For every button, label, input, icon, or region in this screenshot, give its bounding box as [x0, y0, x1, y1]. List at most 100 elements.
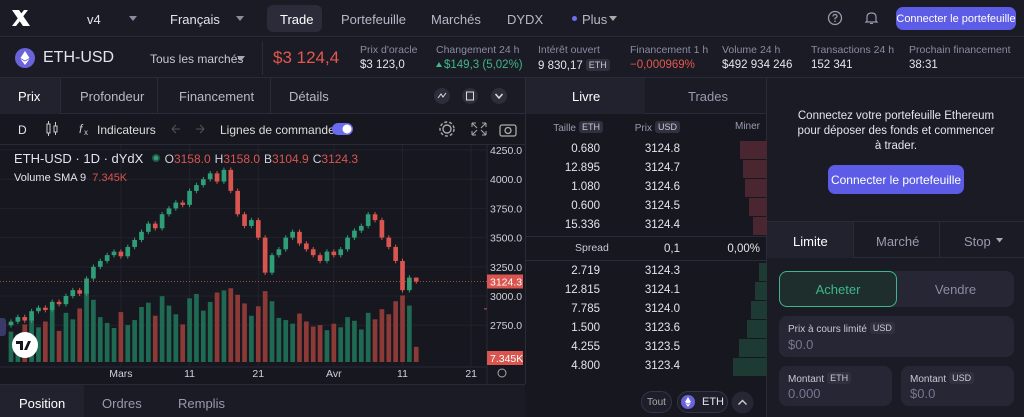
buy-button[interactable]: Acheter — [779, 271, 897, 307]
sep: · — [99, 151, 112, 166]
bottom-tab[interactable]: Position — [19, 396, 66, 411]
candle-body — [42, 307, 48, 311]
logo — [12, 10, 30, 26]
divider — [525, 78, 526, 384]
price: 3124.6 — [644, 181, 680, 193]
candle-type-icon[interactable] — [44, 120, 60, 138]
y-tick-label: 3000.0 — [490, 291, 522, 303]
chart-view-icons[interactable] — [432, 86, 517, 106]
candle-body — [159, 214, 165, 229]
filter-all[interactable]: Tout — [641, 391, 672, 413]
price: 3123.4 — [644, 360, 680, 372]
candle-body — [194, 185, 199, 191]
chart-tab[interactable]: Financement — [179, 89, 255, 104]
volume-label: Volume SMA 9 — [14, 172, 87, 184]
stat-value: 152 341 — [811, 59, 853, 71]
connect-wallet-button[interactable]: Connecter le portefeuille — [896, 7, 1016, 30]
undo-redo[interactable] — [168, 122, 208, 136]
limit-price-input[interactable] — [779, 316, 1014, 357]
volume-bar — [290, 323, 295, 362]
candle-body — [262, 237, 268, 273]
volume-bar — [352, 320, 357, 362]
indicators-button[interactable]: Indicateurs — [97, 123, 156, 137]
candle-body — [70, 290, 76, 297]
size: 12.815 — [564, 284, 600, 296]
candle-body — [146, 223, 151, 232]
caret — [237, 56, 245, 61]
connect-wallet-button[interactable]: Connecter le portefeuille — [828, 165, 964, 194]
ohlc-legend: O3158.0 H3158.0 B3104.9 C3124.3 — [165, 152, 359, 166]
interval-select[interactable]: D — [18, 123, 27, 137]
volume-bar — [42, 321, 48, 362]
size: 4.255 — [571, 341, 600, 353]
volume-bar — [242, 303, 247, 362]
nav-tab[interactable]: Trade — [280, 12, 314, 27]
settings-icon[interactable] — [497, 368, 507, 378]
chart-toolbar — [0, 114, 525, 145]
stat-label: Prix d'oracle — [360, 44, 418, 56]
tab-divider — [853, 222, 854, 258]
volume-bar — [379, 309, 385, 362]
all-markets[interactable]: Tous les marchés — [150, 52, 244, 66]
price: 3123.5 — [644, 341, 680, 353]
chart-tab[interactable]: Profondeur — [80, 89, 145, 104]
volume-bar — [125, 325, 131, 362]
size: 1.080 — [571, 181, 600, 193]
order-type-tab[interactable]: Marché — [876, 234, 920, 249]
nav-tab[interactable]: DYDX — [507, 12, 544, 27]
chart-tools[interactable] — [438, 120, 518, 138]
bottom-tab[interactable]: Ordres — [102, 396, 142, 411]
order-type-tab[interactable]: Stop — [964, 234, 991, 249]
book-tab[interactable]: Livre — [572, 89, 601, 104]
book-header: Taille ETH — [553, 121, 603, 134]
volume-bar — [358, 329, 364, 362]
nav-tab[interactable]: Marchés — [431, 12, 481, 27]
chart-tab[interactable]: Prix — [18, 89, 41, 104]
side-handle[interactable] — [0, 318, 6, 336]
caret — [236, 16, 244, 21]
candle-body — [49, 301, 55, 311]
nav-tab[interactable]: Plus — [582, 12, 608, 27]
volume-bar — [194, 294, 199, 362]
candle-body — [242, 214, 247, 226]
nav-tab[interactable]: Portefeuille — [341, 12, 407, 27]
unit-badge: USD — [654, 121, 680, 133]
price: 3124.4 — [644, 219, 680, 231]
collapse-button[interactable] — [731, 391, 754, 414]
volume-bar — [393, 301, 398, 362]
candle-body — [255, 220, 261, 238]
size: 2.719 — [571, 265, 600, 277]
candle-body — [365, 214, 371, 226]
size: 0.680 — [571, 143, 600, 155]
depth-bar — [739, 339, 767, 357]
candle-body — [200, 179, 206, 186]
stat-value: $492 934 246 — [722, 59, 793, 71]
book-tab[interactable]: Trades — [688, 89, 728, 104]
chart-tab[interactable]: Détails — [289, 89, 329, 104]
order-type-tab[interactable]: Limite — [793, 234, 828, 249]
candle-body — [228, 169, 234, 191]
help-icon[interactable] — [827, 10, 843, 26]
x-tick-label: 11 — [397, 368, 408, 380]
bell-icon[interactable] — [864, 10, 879, 26]
sell-button[interactable]: Vendre — [934, 281, 977, 297]
volume-bar — [365, 312, 371, 362]
label-text: Prix à cours limité — [788, 324, 867, 335]
book-header: Miner — [735, 121, 761, 132]
price: 3124.8 — [644, 143, 680, 155]
y-tick-label: 4000.0 — [490, 174, 522, 186]
spread-percent: 0,00% — [727, 243, 760, 255]
version-select[interactable]: v4 — [87, 12, 101, 27]
language-select[interactable]: Français — [170, 12, 220, 27]
volume-bar — [118, 312, 124, 362]
volume-bar — [372, 319, 378, 362]
unit-badge: ETH — [585, 59, 610, 71]
bottom-tab[interactable]: Remplis — [178, 396, 225, 411]
candle-body — [407, 277, 412, 291]
order-lines-toggle[interactable] — [332, 122, 354, 136]
depth-bar — [747, 320, 767, 338]
stat-value: $3 123,0 — [360, 59, 405, 71]
legend-interval: 1D — [83, 151, 100, 166]
